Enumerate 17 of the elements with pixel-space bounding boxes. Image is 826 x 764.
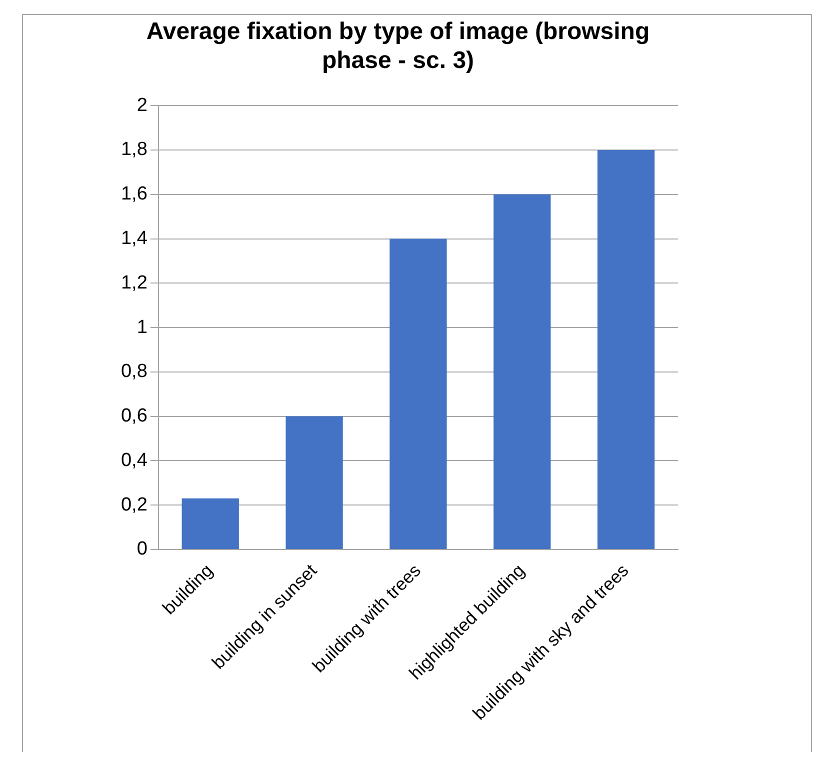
y-tick-label: 1,6 bbox=[120, 184, 148, 205]
y-tick-label: 0,2 bbox=[120, 494, 148, 516]
y-tick-label: 1,4 bbox=[120, 228, 148, 249]
bar bbox=[390, 238, 447, 549]
y-tick-label: 1,8 bbox=[120, 139, 148, 160]
y-tick-label: 0,6 bbox=[120, 406, 148, 427]
y-tick-label: 1,2 bbox=[120, 272, 148, 294]
chart-title: Average fixation by type of image (browsing phase - sc. 3) bbox=[146, 18, 650, 74]
y-tick-label: 1 bbox=[136, 316, 148, 338]
y-tick-label: 2 bbox=[136, 94, 148, 116]
bar bbox=[182, 498, 239, 549]
y-tick-label: 0 bbox=[136, 538, 148, 560]
y-tick-label: 0,4 bbox=[120, 450, 148, 471]
bar bbox=[286, 416, 343, 549]
bar bbox=[494, 194, 551, 549]
y-tick-label: 0,8 bbox=[120, 361, 148, 382]
bar bbox=[597, 150, 655, 549]
